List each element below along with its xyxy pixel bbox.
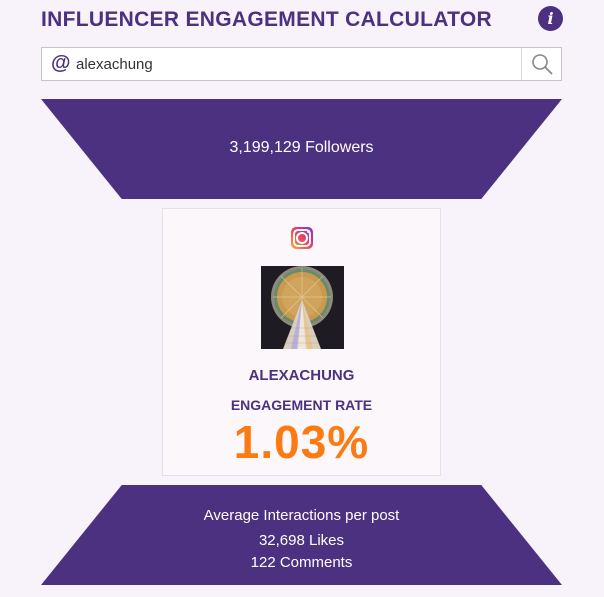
instagram-icon[interactable] bbox=[291, 227, 313, 249]
interactions-funnel: Average Interactions per post 32,698 Lik… bbox=[41, 485, 562, 585]
comments-count: 122 Comments bbox=[250, 554, 353, 571]
search-input[interactable] bbox=[76, 49, 516, 79]
avatar bbox=[261, 266, 344, 349]
followers-count: 3,199,129 Followers bbox=[229, 139, 374, 156]
search-button[interactable] bbox=[521, 48, 561, 80]
engagement-rate-value: 1.03% bbox=[233, 416, 370, 468]
profile-card: ALEXACHUNG ENGAGEMENT RATE 1.03% bbox=[162, 208, 441, 476]
username: ALEXACHUNG bbox=[248, 367, 355, 384]
interactions-title: Average Interactions per post bbox=[203, 507, 400, 524]
at-sign-icon: @ bbox=[51, 52, 71, 74]
page-title: INFLUENCER ENGAGEMENT CALCULATOR bbox=[41, 8, 492, 31]
avatar-artwork bbox=[261, 266, 344, 349]
followers-funnel: 3,199,129 Followers bbox=[41, 99, 562, 199]
engagement-rate-label: ENGAGEMENT RATE bbox=[230, 397, 373, 413]
search-bar: @ bbox=[41, 47, 562, 81]
likes-count: 32,698 Likes bbox=[258, 532, 345, 549]
magnifier-icon bbox=[532, 54, 553, 75]
info-icon[interactable]: i bbox=[538, 6, 563, 31]
